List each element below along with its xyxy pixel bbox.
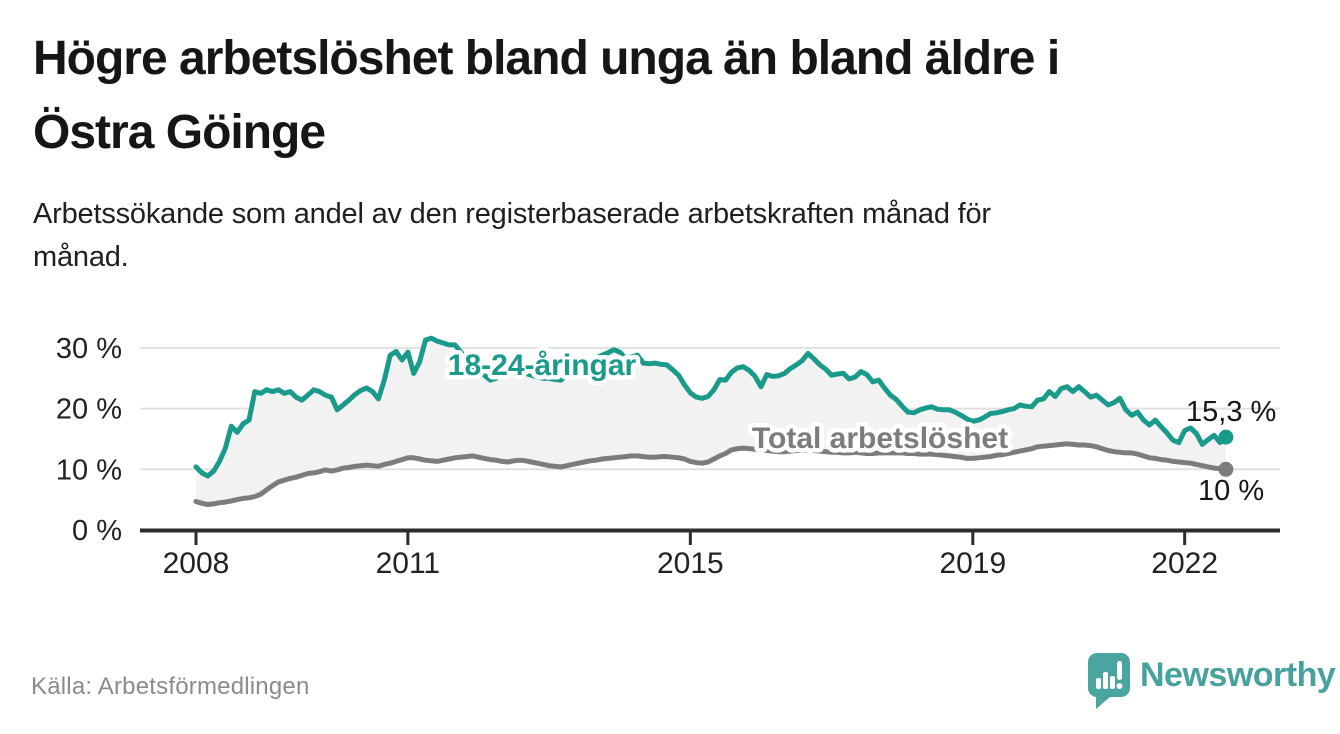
- x-axis-tick-label: 2015: [657, 547, 724, 580]
- x-axis-tick-label: 2011: [376, 547, 441, 580]
- newsworthy-logo: Newsworthy: [1088, 653, 1336, 709]
- end-value-label-young: 15,3 %: [1186, 396, 1276, 428]
- series-label-young: 18-24-åringar: [448, 349, 637, 382]
- chart-subtitle-line2: månad.: [33, 241, 129, 273]
- series-label-total: Total arbetslöshet: [752, 422, 1008, 455]
- end-dot-total: [1218, 461, 1234, 477]
- y-axis-tick-label: 0 %: [72, 515, 122, 547]
- brand-name: Newsworthy: [1140, 656, 1336, 694]
- line-young: [193, 335, 1229, 479]
- x-axis-tick-label: 2019: [939, 547, 1006, 580]
- chart-subtitle: Arbetssökande som andel av den registerb…: [33, 193, 1283, 279]
- x-axis-tick-label: 2008: [163, 547, 230, 580]
- area-between-series: [196, 338, 1226, 505]
- source-note: Källa: Arbetsförmedlingen: [31, 673, 310, 700]
- page-title-line2: Östra Göinge: [33, 106, 326, 159]
- page-title: Högre arbetslöshet bland unga än bland ä…: [33, 22, 1283, 170]
- page-title-line1: Högre arbetslöshet bland unga än bland ä…: [33, 32, 1060, 85]
- end-value-label-total: 10 %: [1198, 475, 1264, 507]
- x-axis-tick-label: 2022: [1151, 547, 1218, 580]
- line-total: [193, 441, 1229, 507]
- chart-subtitle-line1: Arbetssökande som andel av den registerb…: [33, 198, 991, 230]
- y-axis-tick-label: 30 %: [56, 333, 122, 365]
- y-axis-tick-label: 10 %: [56, 454, 122, 486]
- y-axis-tick-label: 20 %: [56, 394, 122, 426]
- newsworthy-badge-icon: [1088, 653, 1130, 709]
- end-dot-young: [1218, 429, 1234, 445]
